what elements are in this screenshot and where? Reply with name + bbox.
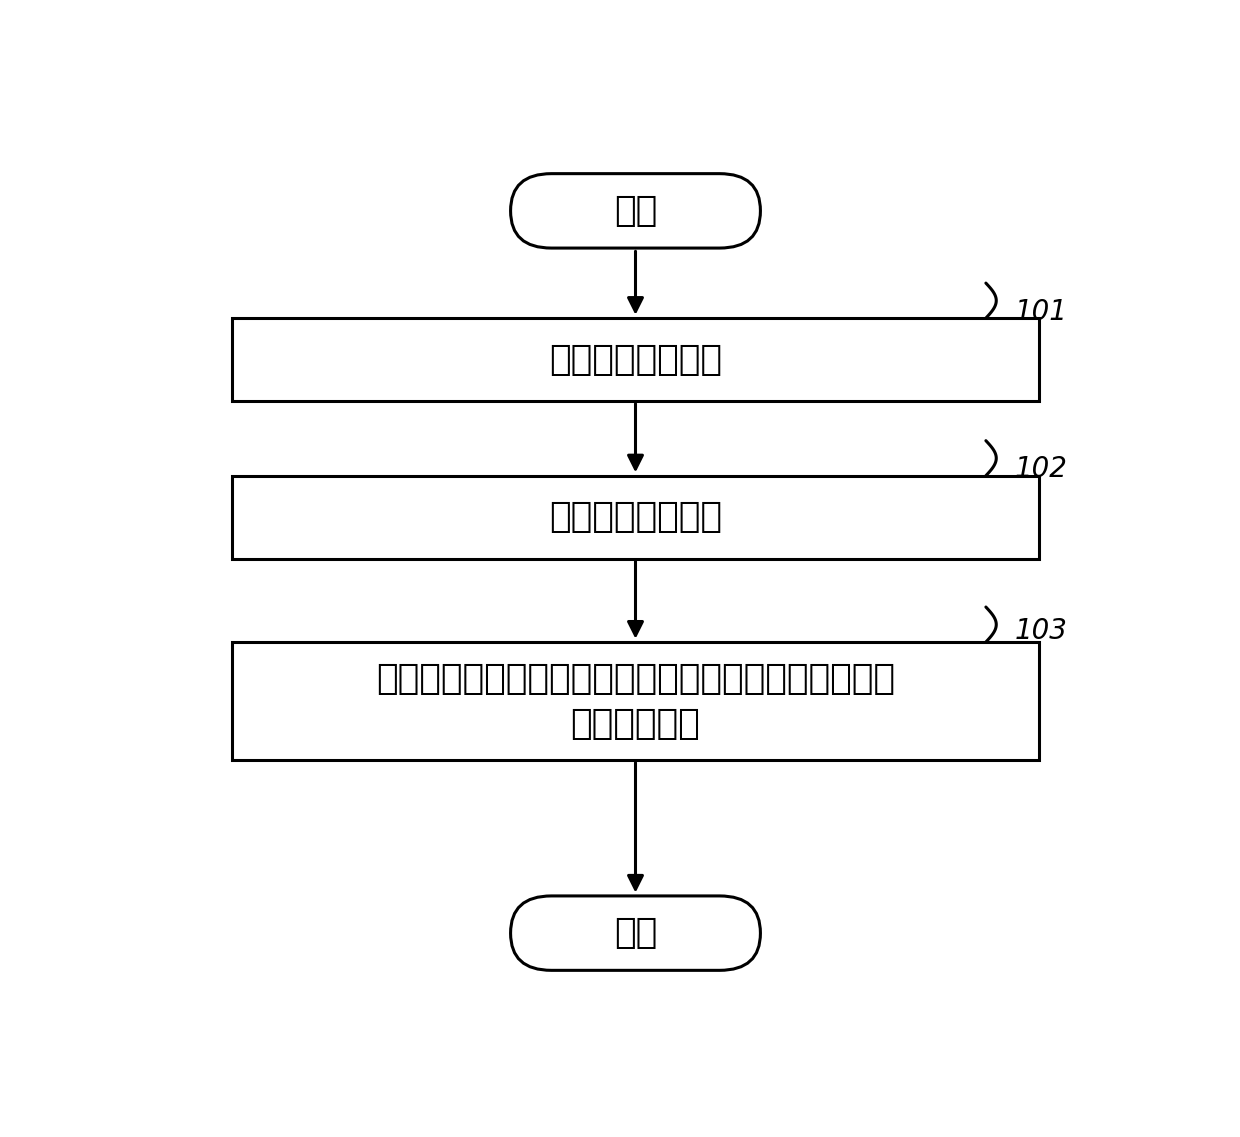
Text: 103: 103 (1016, 617, 1068, 645)
FancyBboxPatch shape (232, 475, 1039, 559)
Text: 开始: 开始 (614, 193, 657, 227)
Text: 构建第一仿真电路: 构建第一仿真电路 (549, 342, 722, 376)
Text: 级联第一仿真电路和第二仿真电路，得到直流变压器的
实时仿真电路: 级联第一仿真电路和第二仿真电路，得到直流变压器的 实时仿真电路 (376, 662, 895, 740)
Text: 结束: 结束 (614, 916, 657, 951)
FancyBboxPatch shape (511, 174, 760, 248)
Text: 101: 101 (1016, 298, 1068, 325)
FancyBboxPatch shape (511, 896, 760, 970)
Text: 102: 102 (1016, 455, 1068, 483)
FancyBboxPatch shape (232, 642, 1039, 761)
FancyBboxPatch shape (232, 318, 1039, 401)
Text: 构建第二仿真电路: 构建第二仿真电路 (549, 500, 722, 534)
